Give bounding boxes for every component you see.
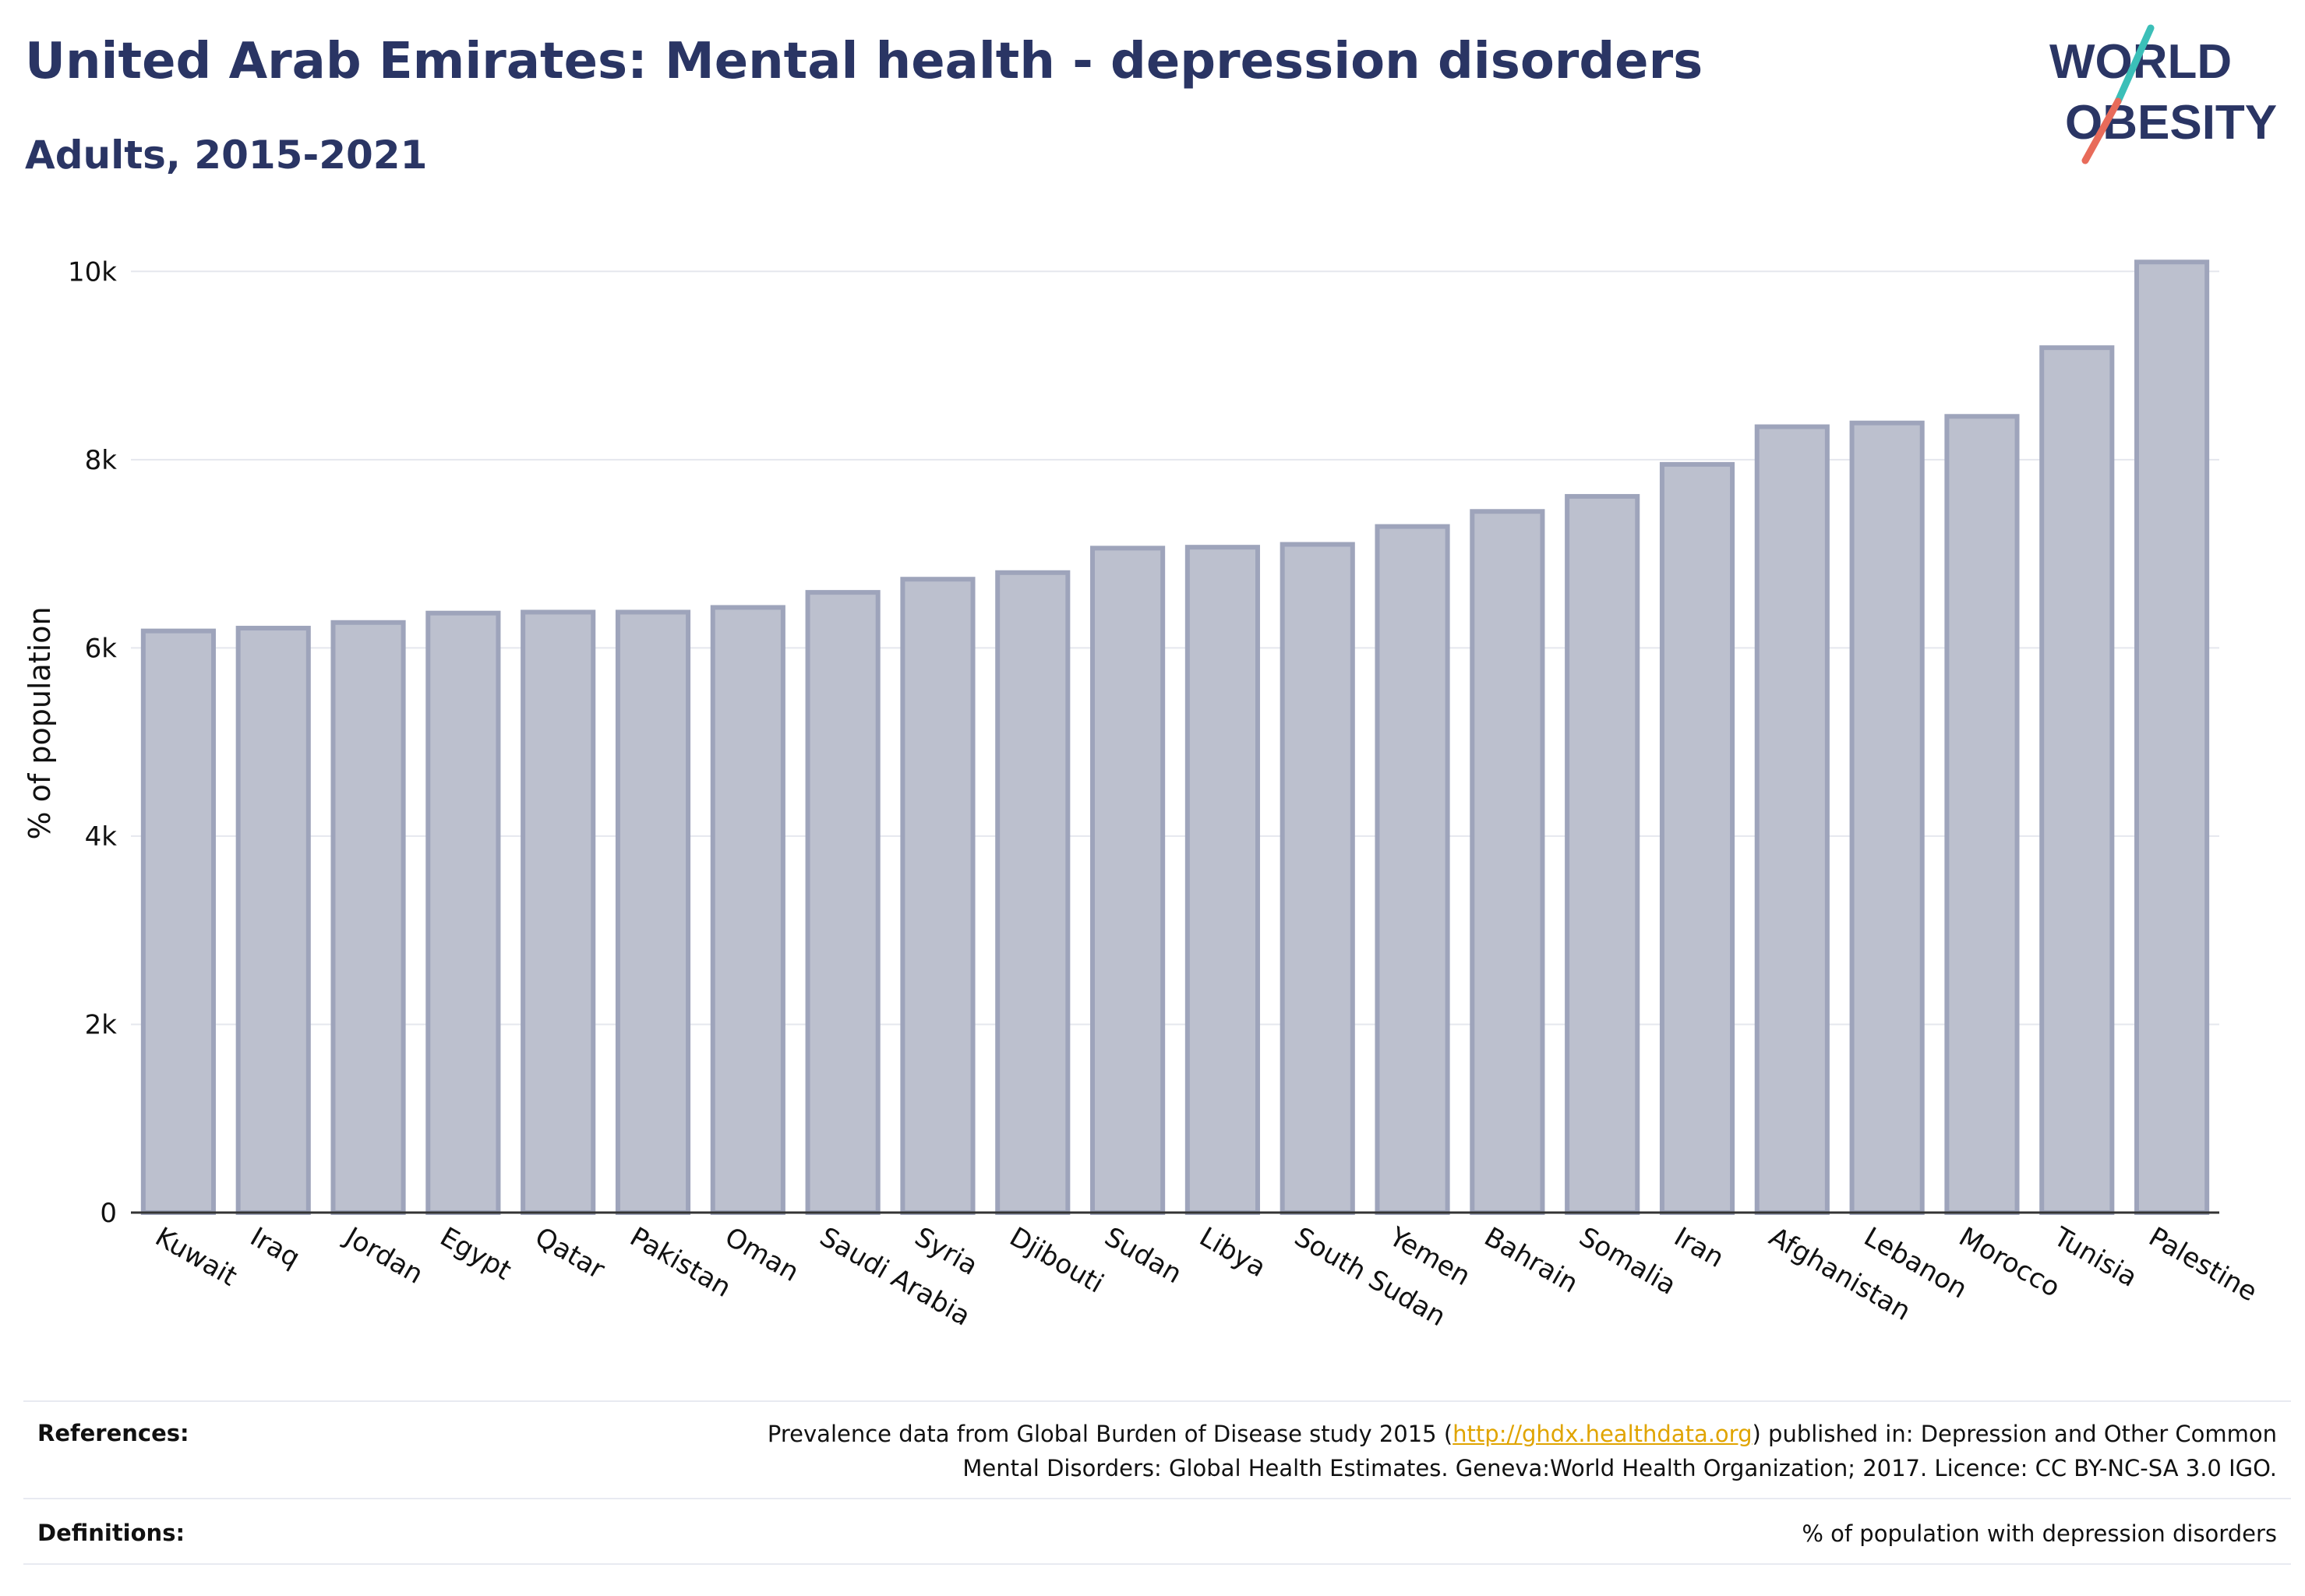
y-tick-label: 10k (68, 256, 117, 288)
x-tick-label: Morocco (1954, 1221, 2065, 1304)
bar-pakistan[interactable] (615, 609, 691, 1215)
x-tick-label: Iran (1669, 1221, 1729, 1274)
footer-divider-bottom (23, 1563, 2291, 1565)
definitions-row: Definitions: % of population with depres… (23, 1517, 2291, 1555)
x-tick-label: Somalia (1574, 1221, 1682, 1301)
page-subtitle: Adults, 2015-2021 (25, 132, 428, 178)
x-tick-label: Bahrain (1479, 1221, 1583, 1299)
logo-teal-slash (2114, 24, 2155, 105)
logo-coral-slash (2081, 97, 2122, 164)
bar-south-sudan[interactable] (1280, 542, 1355, 1215)
bar-jordan[interactable] (330, 620, 406, 1215)
world-obesity-logo: WORLD OBESITY (2049, 24, 2277, 164)
footer-divider-top (23, 1400, 2291, 1402)
y-tick-label: 2k (85, 1009, 118, 1040)
x-tick-label: Iraq (245, 1221, 305, 1274)
y-tick-label: 4k (85, 821, 118, 853)
x-tick-label: Egypt (435, 1221, 517, 1287)
definitions-label: Definitions: (37, 1520, 185, 1546)
references-text: Prevalence data from Global Burden of Di… (768, 1417, 2277, 1485)
bar-saudi-arabia[interactable] (805, 590, 881, 1215)
y-axis-label: % of population (23, 606, 57, 839)
bar-iraq[interactable] (235, 626, 311, 1215)
bar-afghanistan[interactable] (1754, 424, 1830, 1215)
bar-tunisia[interactable] (2039, 345, 2115, 1216)
bar-syria[interactable] (900, 577, 976, 1215)
x-tick-label: Libya (1194, 1221, 1271, 1284)
bar-iran[interactable] (1659, 461, 1735, 1215)
bar-palestine[interactable] (2134, 260, 2210, 1216)
bar-yemen[interactable] (1375, 524, 1450, 1215)
bar-oman[interactable] (710, 605, 785, 1215)
bar-djibouti[interactable] (995, 570, 1071, 1215)
x-tick-label: Palestine (2144, 1221, 2263, 1308)
x-tick-label: Kuwait (150, 1221, 242, 1292)
references-text-part-3: Mental Disorders: Global Health Estimate… (962, 1455, 2277, 1481)
bar-sudan[interactable] (1090, 546, 1166, 1215)
footer-divider-middle (23, 1498, 2291, 1499)
references-link[interactable]: http://ghdx.healthdata.org (1453, 1421, 1753, 1447)
bar-somalia[interactable] (1565, 493, 1640, 1215)
y-tick-label: 6k (85, 633, 118, 664)
x-tick-label: Djibouti (1004, 1221, 1109, 1300)
references-text-part-2: ) published in: Depression and Other Com… (1752, 1421, 2278, 1447)
y-axis-ticks: 0 2k 4k 6k 8k 10k (68, 256, 117, 1229)
bar-libya[interactable] (1184, 545, 1260, 1215)
x-tick-label: Pakistan (625, 1221, 736, 1304)
definitions-text: % of population with depression disorder… (1802, 1520, 2277, 1547)
bar-bahrain[interactable] (1470, 509, 1545, 1215)
references-label: References: (37, 1420, 189, 1446)
x-tick-label: Jordan (338, 1220, 428, 1291)
bar-qatar[interactable] (521, 609, 596, 1215)
y-tick-label: 8k (85, 445, 118, 476)
y-tick-label: 0 (100, 1198, 117, 1229)
x-tick-label: Sudan (1100, 1221, 1188, 1290)
bar-egypt[interactable] (425, 610, 501, 1215)
chart-bars (140, 260, 2210, 1216)
x-tick-label: Tunisia (2048, 1221, 2142, 1294)
logo-line-2: OBESITY (2065, 96, 2277, 150)
references-text-part-1: Prevalence data from Global Burden of Di… (767, 1421, 1453, 1447)
bar-morocco[interactable] (1944, 414, 2020, 1215)
page-title: United Arab Emirates: Mental health - de… (25, 33, 1703, 90)
x-tick-label: Qatar (530, 1221, 610, 1286)
bar-kuwait[interactable] (140, 628, 216, 1215)
bar-lebanon[interactable] (1849, 420, 1925, 1215)
references-row: References: Prevalence data from Global … (23, 1417, 2291, 1495)
